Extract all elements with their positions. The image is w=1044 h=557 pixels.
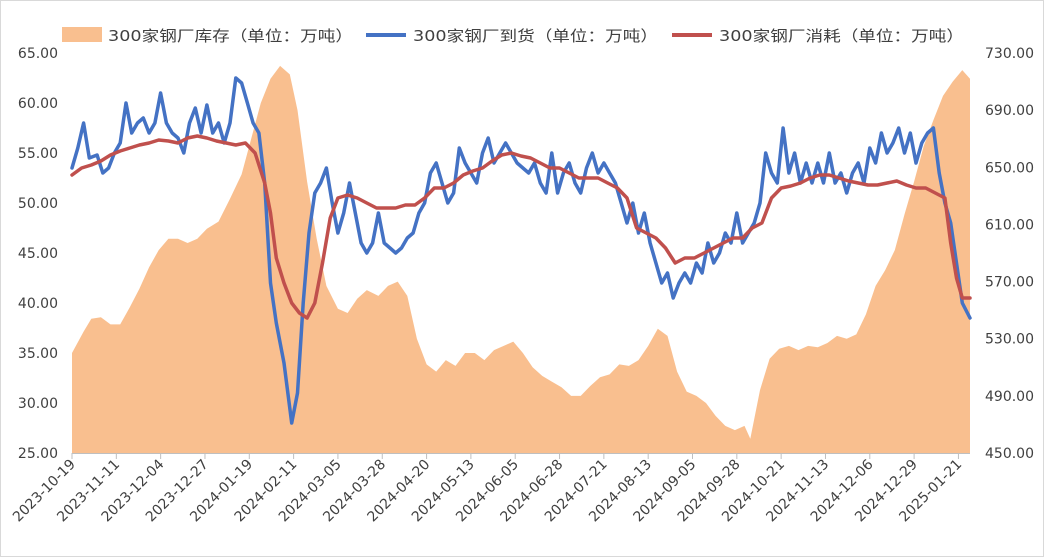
left-y-tick-label: 50.00 xyxy=(18,196,58,212)
legend-label: 300家钢厂到货（单位：万吨） xyxy=(413,27,658,45)
series-inventory-area xyxy=(72,65,970,454)
left-y-tick-label: 45.00 xyxy=(18,246,58,262)
legend-label: 300家钢厂库存（单位：万吨） xyxy=(108,27,353,45)
left-y-tick-label: 40.00 xyxy=(18,296,58,312)
series-arrival-line xyxy=(70,76,972,425)
left-y-tick-label: 65.00 xyxy=(18,46,58,62)
legend-label: 300家钢厂消耗（单位：万吨） xyxy=(719,27,964,45)
right-y-tick-label: 490.00 xyxy=(985,389,1034,405)
legend-swatch-inventory xyxy=(62,27,102,42)
series-consumption-line xyxy=(70,134,972,320)
right-y-tick-label: 570.00 xyxy=(985,275,1034,291)
right-y-tick-label: 650.00 xyxy=(985,160,1034,176)
right-y-tick-label: 610.00 xyxy=(985,217,1034,233)
left-y-tick-label: 25.00 xyxy=(18,446,58,462)
left-y-tick-label: 30.00 xyxy=(18,396,58,412)
right-y-tick-label: 450.00 xyxy=(985,446,1034,462)
right-y-tick-label: 530.00 xyxy=(985,332,1034,348)
area-layer xyxy=(72,65,970,454)
legend: 300家钢厂库存（单位：万吨） 300家钢厂到货（单位：万吨） 300家钢厂消耗（单… xyxy=(62,27,964,45)
left-y-tick-label: 55.00 xyxy=(18,146,58,162)
left-y-tick-label: 35.00 xyxy=(18,346,58,362)
right-y-tick-label: 730.00 xyxy=(985,46,1034,62)
right-y-tick-label: 690.00 xyxy=(985,103,1034,119)
line-layer xyxy=(70,76,972,425)
left-y-tick-label: 60.00 xyxy=(18,96,58,112)
